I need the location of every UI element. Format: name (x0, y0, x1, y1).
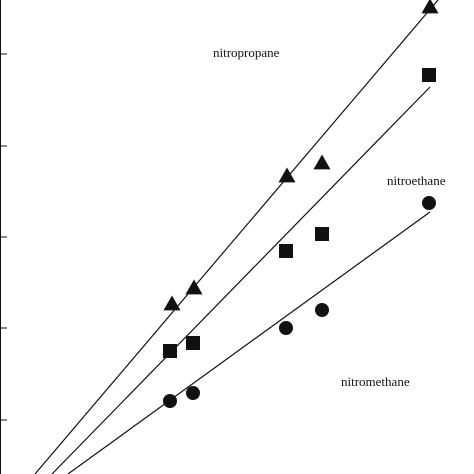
label-nitromethane: nitromethane (341, 374, 410, 389)
axes (0, 0, 7, 474)
nitropropane-point-1 (185, 279, 203, 295)
nitromethane-point-1 (186, 386, 200, 400)
data-points (163, 0, 439, 408)
label-nitropropane: nitropropane (213, 45, 280, 60)
nitropropane-point-4 (421, 0, 439, 14)
nitropropane-point-2 (278, 167, 296, 183)
fit-line-nitropropane (34, 0, 439, 474)
nitropropane-point-0 (163, 295, 181, 311)
nitroethane-point-2 (279, 244, 293, 258)
nitroethane-point-4 (422, 68, 436, 82)
nitroethane-point-0 (163, 344, 177, 358)
nitromethane-point-0 (163, 394, 177, 408)
fit-line-nitroethane (51, 86, 431, 474)
fit-lines (34, 0, 439, 474)
nitromethane-point-2 (279, 321, 293, 335)
nitropropane-point-3 (313, 154, 331, 170)
fit-line-nitromethane (67, 211, 431, 474)
series-labels: nitropropane nitroethane nitromethane (213, 45, 446, 389)
nitromethane-point-3 (315, 303, 329, 317)
label-nitroethane: nitroethane (387, 173, 446, 188)
nitromethane-point-4 (422, 196, 436, 210)
nitroethane-point-3 (315, 227, 329, 241)
nitroethane-point-1 (186, 336, 200, 350)
